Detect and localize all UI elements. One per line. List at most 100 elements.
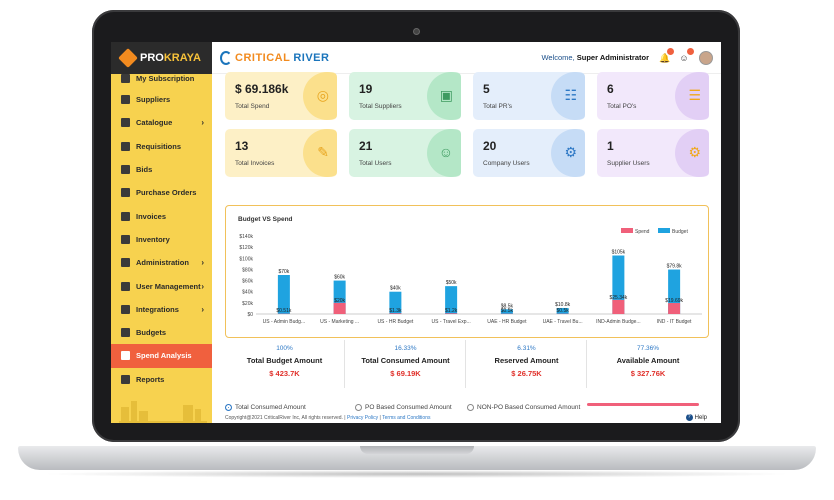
invoice-icon: [121, 211, 130, 221]
bar-spend: [445, 313, 458, 314]
sidebar-item-my-subscription[interactable]: My Subscription: [111, 74, 212, 88]
stat-card-total-pr-s[interactable]: 5 Total PR's ☷: [473, 72, 585, 120]
subscription-icon: [121, 74, 130, 83]
sidebar-item-requisitions[interactable]: Requisitions: [111, 135, 212, 158]
chart-svg: $140k $120k $100k $80k $60k $40k $20k $0 Spend Bu…: [239, 228, 702, 325]
y-tick-label: $140k: [239, 234, 253, 240]
sidebar-item-label: Catalogue: [136, 118, 173, 128]
sidebar-item-label: Bids: [136, 165, 153, 175]
top-header: CRITICAL RIVER Welcome, Super Administrat…: [212, 42, 721, 74]
users-icon: ☺: [438, 144, 453, 160]
avatar[interactable]: [699, 50, 713, 65]
privacy-policy-link[interactable]: Privacy Policy: [346, 415, 379, 421]
x-tick-label: IND - IT Budget: [657, 319, 692, 325]
cart-icon: [121, 188, 130, 198]
data-label-budget: $40k: [390, 286, 401, 292]
data-label-spend: $0.5k: [557, 308, 570, 314]
budget-icon: [121, 328, 130, 338]
bell-icon[interactable]: 🔔: [659, 47, 674, 63]
chevron-right-icon: ›: [201, 304, 204, 314]
radio-po-consumed[interactable]: PO Based Consumed Amount: [355, 404, 452, 411]
criticalriver-mark-icon: [220, 50, 232, 65]
brand[interactable]: PROKRAYA: [111, 42, 212, 74]
truck-icon: [121, 95, 130, 105]
y-tick-label: $60k: [242, 279, 253, 285]
bar-budget: [556, 307, 569, 314]
sidebar-item-purchase-orders[interactable]: Purchase Orders: [111, 181, 212, 204]
sidebar-item-reports[interactable]: Reports: [111, 368, 212, 391]
card-bubble: [551, 129, 585, 177]
summary-title: Available Amount: [616, 356, 680, 365]
sidebar-item-invoices[interactable]: Invoices: [111, 204, 212, 227]
sidebar-item-inventory[interactable]: Inventory: [111, 228, 212, 251]
data-label-budget: $60k: [334, 275, 345, 281]
stat-card-total-users[interactable]: 21 Total Users ☺: [349, 129, 461, 177]
summary-value: $ 26.75K: [511, 369, 542, 378]
x-tick-label: UAE - HR Budget: [487, 319, 527, 325]
x-tick-label: US - Travel Exp...: [432, 319, 471, 325]
card-value: 20: [483, 139, 497, 153]
card-bubble: [427, 72, 461, 120]
sidebar-item-administration[interactable]: Administration ›: [111, 251, 212, 274]
reports-icon: [121, 374, 130, 384]
data-label-spend: $0.51k: [276, 308, 292, 314]
card-label: Total PR's: [483, 103, 513, 110]
footer: Copyright@2021 CriticalRiver Inc, All ri…: [225, 415, 715, 421]
welcome-text: Welcome, Super Administrator: [541, 53, 649, 62]
sidebar-item-budgets[interactable]: Budgets: [111, 321, 212, 344]
stat-card-total-suppliers[interactable]: 19 Total Suppliers ▣: [349, 72, 461, 120]
sidebar: PROKRAYA My Subscription Suppliers Catalog…: [111, 42, 212, 423]
users-notification-icon[interactable]: ☺: [679, 47, 694, 63]
sidebar-item-catalogue[interactable]: Catalogue ›: [111, 111, 212, 134]
sidebar-item-integrations[interactable]: Integrations ›: [111, 298, 212, 321]
card-label: Total Spend: [235, 103, 270, 110]
terms-link[interactable]: Terms and Conditions: [382, 415, 431, 421]
x-tick-label: IND-Admin Budge...: [596, 319, 640, 325]
criticalriver-logo[interactable]: CRITICAL RIVER: [220, 50, 330, 65]
sidebar-item-label: My Subscription: [136, 74, 195, 83]
invoice-icon: ✎: [317, 144, 329, 160]
bar-budget: [389, 291, 402, 314]
sidebar-item-label: Purchase Orders: [136, 188, 197, 198]
summary-percent: 6.31%: [517, 345, 536, 352]
stat-card-supplier-users[interactable]: 1 Supplier Users ⚙: [597, 129, 709, 177]
radio-non-po-consumed[interactable]: NON-PO Based Consumed Amount: [467, 404, 580, 411]
data-label-budget: $70k: [278, 269, 289, 275]
brand-name-a: PRO: [140, 52, 164, 64]
app-screen: PROKRAYA My Subscription Suppliers Catalog…: [111, 42, 721, 423]
card-bubble: [551, 72, 585, 120]
y-tick-label: $120k: [239, 245, 253, 251]
data-label-budget: $50k: [446, 280, 457, 286]
help-link[interactable]: ? Help: [685, 414, 707, 421]
data-label-budget: $79.8k: [667, 264, 683, 270]
logo-text-b: RIVER: [293, 51, 330, 64]
stat-card-company-users[interactable]: 20 Company Users ⚙: [473, 129, 585, 177]
sidebar-item-user-management[interactable]: User Management ›: [111, 274, 212, 297]
data-label-spend: $25.34k: [609, 295, 627, 301]
laptop-notch: [360, 446, 474, 454]
legend-swatch-spend: [621, 228, 633, 233]
sidebar-item-bids[interactable]: Bids: [111, 158, 212, 181]
sidebar-item-label: Administration: [136, 258, 189, 268]
card-bubble: [675, 72, 709, 120]
truck-icon: ▣: [439, 87, 453, 103]
summary-title: Total Budget Amount: [246, 356, 323, 365]
card-label: Total Suppliers: [359, 103, 402, 110]
radio-total-consumed[interactable]: Total Consumed Amount: [225, 404, 306, 411]
bar-spend: [612, 299, 625, 314]
bar-budget: [445, 286, 458, 314]
chevron-right-icon: ›: [201, 258, 204, 268]
legend-label-budget: Budget: [672, 229, 688, 235]
sidebar-item-suppliers[interactable]: Suppliers: [111, 88, 212, 111]
summary-title: Total Consumed Amount: [361, 356, 450, 365]
stat-card-total-po-s[interactable]: 6 Total PO's ☰: [597, 72, 709, 120]
data-label-spend: $0.5k: [501, 308, 514, 314]
y-tick-label: $40k: [242, 290, 253, 296]
stat-card-total-invoices[interactable]: 13 Total Invoices ✎: [225, 129, 337, 177]
sidebar-item-label: Integrations: [136, 304, 179, 314]
data-label-spend: $20k: [334, 298, 345, 304]
sidebar-item-spend-analysis[interactable]: Spend Analysis: [111, 344, 212, 368]
user-gear-icon: ⚙: [564, 144, 577, 160]
data-label-spend: $1.2k: [445, 308, 458, 314]
stat-card-total-spend[interactable]: $ 69.186k Total Spend ◎: [225, 72, 337, 120]
